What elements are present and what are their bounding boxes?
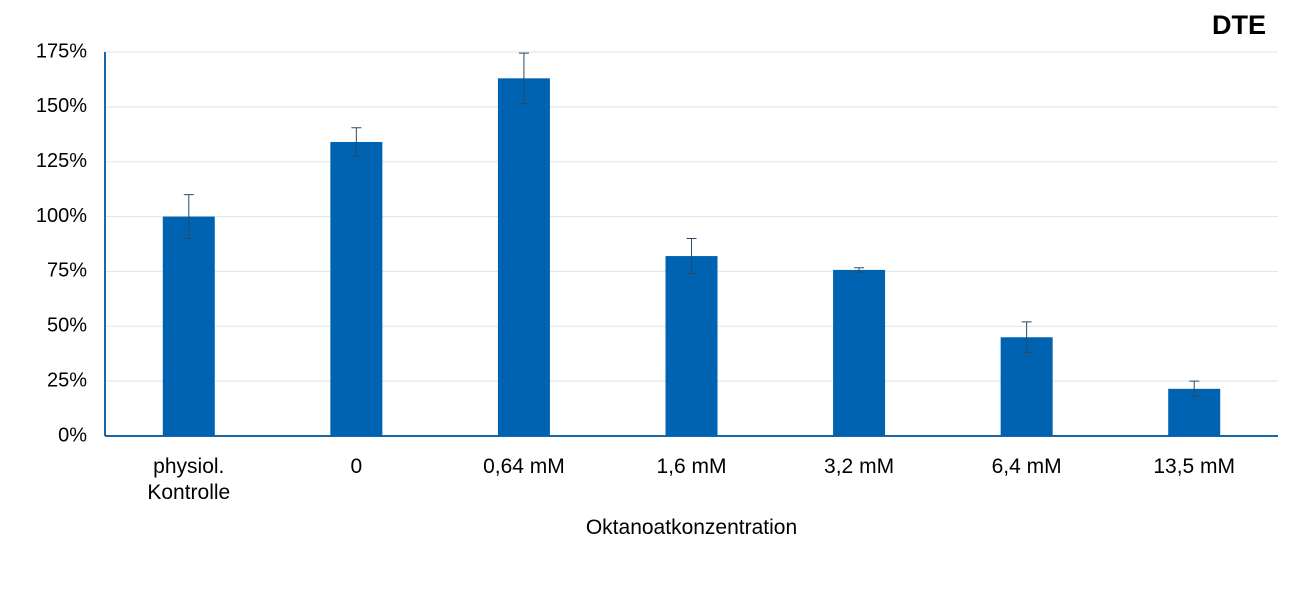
error-bar: [518, 52, 529, 105]
chart-title: DTE: [1212, 10, 1266, 40]
y-tick-label: 175%: [36, 40, 87, 62]
bar: [833, 269, 886, 436]
x-tick-label: 13,5 mM: [1153, 455, 1236, 478]
y-tick-label: 75%: [47, 260, 87, 282]
y-tick-label: 150%: [36, 95, 87, 117]
y-tick-label: 100%: [36, 205, 87, 227]
bar: [330, 141, 383, 437]
error-bar: [183, 194, 194, 240]
bar: [497, 78, 550, 437]
error-bar: [686, 238, 697, 275]
y-tick-label: 125%: [36, 150, 87, 172]
error-bar: [1189, 380, 1200, 398]
x-tick-label: 3,2 mM: [824, 455, 895, 478]
x-tick-label: 6,4 mM: [991, 455, 1062, 478]
y-tick-label: 0%: [58, 424, 87, 446]
x-tick-label: physiol. Kontrolle: [147, 455, 231, 504]
error-bar: [854, 267, 865, 273]
error-bar: [1021, 321, 1032, 354]
x-tick-label: 0,64 mM: [483, 455, 565, 478]
x-tick-label: 1,6 mM: [656, 455, 727, 478]
y-tick-label: 50%: [47, 315, 87, 337]
x-axis-label: Oktanoatkonzentration: [585, 516, 798, 539]
error-bar: [351, 127, 362, 157]
bar: [665, 256, 718, 436]
x-tick-label: 0: [350, 455, 363, 478]
y-tick-label: 25%: [47, 369, 87, 391]
bar: [162, 216, 215, 436]
bar: [1000, 337, 1053, 436]
